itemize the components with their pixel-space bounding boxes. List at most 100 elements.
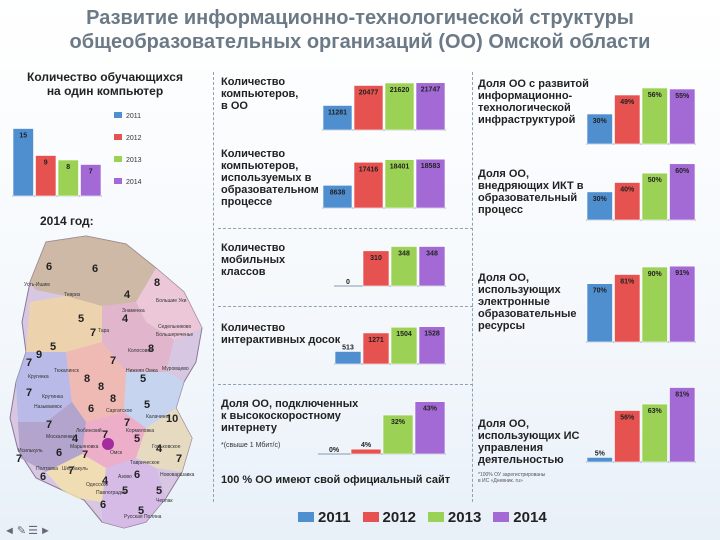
label-eresources: Доля ОО, использующих электронные образо…: [478, 272, 577, 332]
bar-internet-2013: [382, 414, 414, 455]
label-computers_edu-2014: 18583: [421, 163, 441, 170]
prev-slide-icon[interactable]: ◄: [4, 525, 17, 537]
label-ikt-2014: 60%: [675, 168, 690, 175]
label-computers-1: Количество: [221, 76, 286, 88]
map-region-17: Шербакуль: [62, 466, 88, 472]
map-title: 2014 год:: [40, 214, 94, 228]
bar-is-2014: [669, 387, 696, 463]
map-number-35: 6: [100, 499, 106, 511]
label-eresources-4: образовательные: [478, 308, 577, 320]
label-computers_edu-2012: 17416: [359, 166, 379, 173]
map-region-21: Павлоградка: [96, 490, 126, 496]
menu-icon[interactable]: ☰: [28, 525, 40, 537]
bar-boards-2011: [334, 351, 362, 365]
label-eresources-2012: 81%: [620, 279, 635, 286]
map-region-16: Полтавка: [36, 466, 58, 472]
label-mobile: Количество мобильных классов: [221, 242, 285, 278]
label-boards-2: интерактивных досок: [221, 334, 341, 346]
label-eresources-2013: 90%: [648, 271, 663, 278]
label-ikt-2013: 50%: [648, 177, 663, 184]
map-number-28: 4: [156, 443, 163, 455]
label-infra-2014: 55%: [675, 93, 690, 100]
chart-ikt: 30% 40% 50% 60%: [586, 163, 696, 221]
title-line-2: общеобразовательных организаций (ОО) Омс…: [69, 31, 651, 53]
label-infra-2: информационно-: [478, 90, 573, 102]
label-internet: Доля ОО, подключенных к высокоскоростном…: [221, 398, 358, 434]
bar-is-2011: [586, 457, 613, 463]
main-legend: 2011 2012 2013 2014: [298, 506, 588, 528]
map-number-1: 6: [92, 263, 98, 275]
label-internet-2014: 43%: [423, 406, 438, 413]
map-number-36: 5: [138, 505, 144, 517]
map-region-20: Таврическое: [130, 460, 160, 466]
map-number-7: 7: [26, 357, 32, 369]
label-computers-2: компьютеров,: [221, 88, 299, 100]
label-internet-2011: 0%: [329, 447, 340, 454]
bar-computers-2013: [384, 82, 415, 131]
map-region-25: Любинский: [76, 427, 102, 434]
slide-title: Развитие информационно-технологической с…: [0, 6, 720, 54]
bar-computers_edu-2013: [384, 159, 415, 209]
label-boards-2011: 513: [342, 344, 354, 351]
map-region-9: Называевск: [34, 404, 62, 410]
chart-is: 5% 56% 63% 81%: [586, 387, 696, 463]
left-legend-label-2011: 2011: [126, 113, 141, 120]
map-region-18: Одесское: [86, 482, 109, 488]
label-boards-1: Количество: [221, 322, 286, 334]
map-region-27: Горьковское: [152, 444, 181, 450]
map-region-5: Колосовка: [128, 348, 153, 354]
label-students_per_pc-2011: 15: [19, 133, 27, 140]
label-is-2014: 81%: [675, 392, 690, 399]
title-line-1: Развитие информационно-технологической с…: [86, 7, 634, 29]
map-number-9: 8: [148, 343, 154, 355]
label-computers-edu-3: используемых в: [221, 172, 312, 184]
map-number-5: 5: [78, 313, 84, 325]
legend-item-2014: 2014: [493, 509, 547, 526]
map-number-29: 7: [176, 453, 182, 465]
bar-mobile_classes-2013: [390, 246, 418, 287]
map-region-7: Тюкалинск: [54, 368, 80, 374]
label-mobile_classes-2011: 0: [346, 279, 350, 286]
bar-eresources-2013: [641, 266, 668, 343]
label-computers-2011: 11281: [328, 109, 347, 116]
label-infra-2012: 49%: [620, 99, 635, 106]
label-mobile_classes-2014: 348: [426, 250, 438, 257]
pen-icon[interactable]: ✎: [16, 525, 29, 537]
separator-left: [213, 72, 214, 502]
legend-item-2012: 2012: [362, 509, 416, 526]
label-ikt: Доля ОО, внедряющих ИКТ в образовательны…: [478, 168, 584, 216]
map-number-23: 7: [102, 429, 108, 441]
label-computers: Количество компьютеров, в ОО: [221, 76, 298, 112]
label-eresources-1: Доля ОО,: [478, 272, 530, 284]
map-region-12: Москаленки: [46, 434, 74, 440]
bar-boards-2012: [362, 332, 390, 365]
bar-infra-2011: [586, 113, 613, 145]
slide-nav-icons[interactable]: ◄✎☰►: [4, 524, 53, 537]
label-computers-2014: 21747: [421, 87, 441, 94]
separator-h3: [218, 384, 473, 385]
chart-internet: 0% 4% 32% 43%: [318, 401, 446, 455]
map-number-16: 8: [110, 393, 116, 405]
map-region-22: Русская Поляна: [124, 514, 162, 520]
bar-computers_edu-2011: [322, 185, 353, 209]
next-slide-icon[interactable]: ►: [39, 525, 53, 537]
left-legend-label-2014: 2014: [126, 179, 142, 186]
label-eresources-3: электронные: [478, 296, 550, 308]
label-mobile-3: классов: [221, 266, 266, 278]
label-boards: Количество интерактивных досок: [221, 322, 340, 346]
bar-eresources-2012: [614, 274, 641, 343]
map-region-19: Азово: [118, 474, 132, 480]
map-region-14: Омск: [110, 450, 123, 456]
label-computers-3: в ОО: [221, 100, 248, 112]
label-infra-3: технологической: [478, 102, 571, 114]
map-number-37: 5: [156, 485, 162, 497]
label-computers-edu-2: компьютеров,: [221, 160, 299, 172]
map-number-0: 6: [46, 261, 52, 273]
map-region-31: Большие Уки: [156, 298, 187, 304]
map-number-25: 7: [16, 453, 22, 465]
map-number-13: 8: [98, 381, 104, 393]
bar-students_per_pc-2011: [12, 128, 34, 197]
map-number-3: 4: [124, 289, 131, 301]
is-note: *100% ОУ зарегистрированы в ИС «Дневник.…: [478, 472, 545, 484]
map-number-8: 7: [90, 327, 96, 339]
